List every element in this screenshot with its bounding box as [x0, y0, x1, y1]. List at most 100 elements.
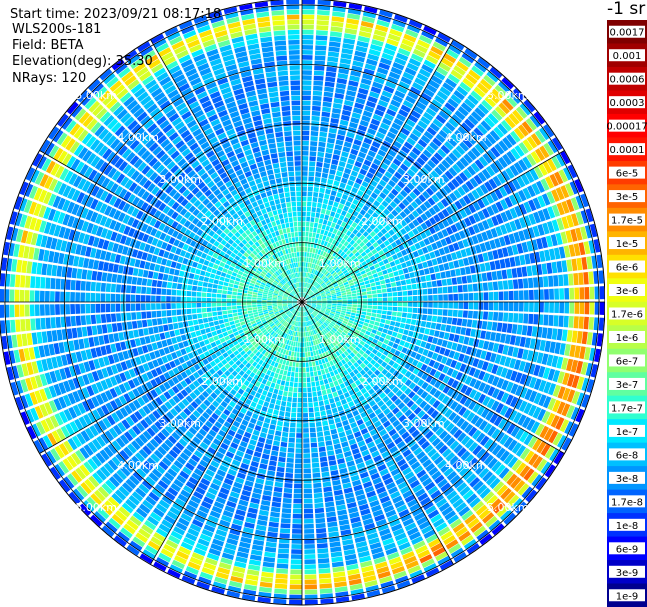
gate-cell: [570, 406, 580, 421]
gate-cell: [286, 345, 291, 351]
gate-cell: [436, 256, 443, 265]
gate-cell: [58, 411, 69, 424]
gate-cell: [302, 307, 304, 312]
gate-cell: [346, 306, 352, 310]
gate-cell: [322, 323, 327, 328]
gate-cell: [529, 168, 539, 181]
gate-cell: [404, 422, 414, 431]
gate-cell: [385, 547, 398, 556]
gate-cell: [193, 468, 204, 477]
gate-cell: [290, 554, 302, 560]
gate-cell: [361, 311, 367, 315]
gate-cell: [171, 559, 185, 570]
gate-cell: [304, 311, 307, 317]
gate-cell: [128, 368, 136, 378]
gate-cell: [200, 329, 206, 335]
gate-cell: [452, 414, 461, 425]
gate-cell: [148, 491, 160, 502]
gate-cell: [337, 303, 342, 306]
gate-cell: [492, 175, 502, 187]
gate-cell: [504, 356, 512, 368]
gate-cell: [197, 482, 209, 491]
gate-cell: [421, 63, 434, 74]
gate-cell: [518, 203, 528, 215]
gate-cell: [504, 407, 514, 419]
gate-cell: [536, 352, 544, 364]
gate-cell: [482, 252, 489, 262]
gate-cell: [397, 307, 403, 312]
gate-cell: [424, 481, 436, 491]
gate-cell: [291, 308, 295, 313]
gate-cell: [351, 290, 357, 294]
gate-cell: [195, 432, 205, 441]
gate-cell: [277, 558, 289, 564]
gate-cell: [134, 452, 145, 463]
gate-cell: [460, 450, 471, 461]
gate-cell: [305, 362, 309, 368]
gate-cell: [335, 373, 341, 380]
gate-cell: [295, 316, 298, 321]
gate-cell: [315, 270, 320, 276]
gate-cell: [229, 320, 235, 326]
gate-cell: [210, 460, 220, 469]
gate-cell: [40, 419, 51, 433]
gate-cell: [275, 313, 281, 317]
gate-cell: [182, 340, 189, 348]
gate-cell: [381, 284, 387, 289]
gate-cell: [509, 335, 516, 346]
gate-cell: [150, 453, 161, 463]
gate-cell: [353, 431, 362, 438]
gate-cell: [361, 291, 367, 296]
gate-cell: [283, 421, 290, 428]
gate-cell: [394, 532, 407, 542]
gate-cell: [311, 325, 315, 330]
gate-cell: [424, 210, 433, 219]
gate-cell: [388, 71, 401, 80]
gate-cell: [472, 224, 481, 234]
gate-cell: [308, 278, 311, 284]
gate-cell: [289, 427, 296, 433]
gate-cell: [342, 304, 347, 307]
gate-cell: [248, 559, 261, 566]
gate-cell: [584, 225, 593, 239]
gate-cell: [494, 188, 504, 200]
gate-cell: [154, 386, 163, 396]
ppi-plot: 1.00km2.00km3.00km4.00km5.00km1.00km2.00…: [0, 0, 605, 606]
gate-cell: [501, 77, 514, 90]
gate-cell: [485, 165, 496, 177]
gate-cell: [295, 448, 302, 453]
gate-cell: [306, 257, 309, 263]
gate-cell: [321, 389, 327, 396]
gate-cell: [453, 443, 463, 454]
gate-cell: [277, 553, 289, 559]
gate-cell: [308, 291, 313, 295]
gate-cell: [343, 38, 356, 45]
gate-cell: [252, 354, 258, 361]
gate-cell: [253, 451, 262, 458]
gate-cell: [551, 137, 563, 151]
gate-cell: [280, 405, 286, 412]
gate-cell: [454, 232, 462, 241]
gate-cell: [437, 309, 443, 316]
gate-cell: [506, 268, 513, 279]
gate-cell: [326, 183, 333, 190]
gate-cell: [513, 359, 522, 371]
gate-cell: [291, 407, 297, 413]
gate-cell: [373, 263, 380, 269]
gate-cell: [231, 570, 245, 579]
gate-cell: [567, 164, 578, 179]
gate-cell: [403, 233, 411, 241]
gate-cell: [229, 412, 237, 420]
gate-cell: [394, 436, 403, 445]
gate-cell: [346, 434, 355, 441]
gate-cell: [448, 261, 455, 270]
gate-cell: [358, 220, 365, 227]
gate-cell: [307, 262, 310, 268]
gate-cell: [244, 480, 254, 487]
gate-cell: [312, 258, 316, 264]
gate-cell: [274, 588, 287, 594]
gate-cell: [185, 395, 194, 404]
gate-cell: [396, 537, 409, 546]
gate-cell: [317, 10, 330, 16]
gate-cell: [556, 217, 565, 231]
